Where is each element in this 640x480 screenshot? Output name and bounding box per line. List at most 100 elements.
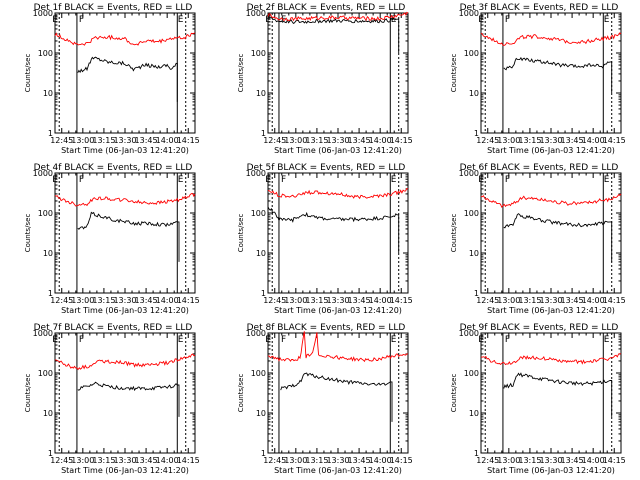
y-tick-label: 1 <box>474 129 479 138</box>
plot-frame <box>267 332 409 454</box>
x-tick-label: 13:30 <box>113 136 136 145</box>
x-tick-label: 14:00 <box>582 456 605 465</box>
x-tick-label: 12:45 <box>50 136 73 145</box>
interval-flag: E <box>604 15 610 25</box>
y-tick-label: 10 <box>469 89 479 98</box>
interval-flag: E <box>604 175 610 185</box>
plot-frame <box>480 332 622 454</box>
x-tick-label: 14:00 <box>582 296 605 305</box>
x-tick-label: 13:00 <box>284 136 307 145</box>
x-tick-label: 13:45 <box>561 136 584 145</box>
x-tick-label: 12:45 <box>476 456 499 465</box>
interval-flag: E <box>265 15 271 25</box>
x-axis-label: Start Time (06-Jan-03 12:41:20) <box>61 146 189 155</box>
x-tick-label: 13:45 <box>135 296 158 305</box>
interval-flag: E <box>478 15 484 25</box>
chart-title: Det 5f BLACK = Events, RED = LLD <box>247 163 406 173</box>
detector-chart-9: Det 9f BLACK = Events, RED = LLD 1 10 100 10… <box>450 323 626 475</box>
x-tick-label: 13:15 <box>305 136 328 145</box>
series-events-line <box>503 213 613 262</box>
x-tick-label: 14:15 <box>390 456 413 465</box>
y-tick-label: 100 <box>251 369 266 378</box>
x-tick-label: 14:00 <box>156 456 179 465</box>
x-tick-label: 13:00 <box>497 296 520 305</box>
x-tick-label: 13:00 <box>497 136 520 145</box>
interval-flag: F <box>281 335 286 345</box>
x-tick-label: 14:15 <box>390 136 413 145</box>
y-tick-label: 10 <box>43 249 53 258</box>
series-lld-line <box>54 32 196 46</box>
x-tick-label: 13:30 <box>326 136 349 145</box>
plot-frame <box>480 172 622 294</box>
x-tick-label: 13:00 <box>71 296 94 305</box>
detector-chart-2: Det 2f BLACK = Events, RED = LLD 1 10 100 10… <box>237 3 413 155</box>
interval-flag: E <box>391 335 397 345</box>
detector-chart-4: Det 4f BLACK = Events, RED = LLD 1 10 100 10… <box>24 163 200 315</box>
y-tick-label: 100 <box>464 369 479 378</box>
y-tick-label: 1 <box>48 449 53 458</box>
x-tick-label: 13:45 <box>135 136 158 145</box>
detector-panel-2: Det 2f BLACK = Events, RED = LLD 1 10 100 10… <box>213 0 426 160</box>
x-tick-label: 14:00 <box>369 296 392 305</box>
detector-panel-7: Det 7f BLACK = Events, RED = LLD 1 10 100 10… <box>0 320 213 480</box>
y-tick-label: 100 <box>38 209 53 218</box>
y-tick-label: 1000 <box>33 169 53 178</box>
y-tick-label: 1000 <box>459 9 479 18</box>
x-tick-label: 13:45 <box>348 296 371 305</box>
interval-flag: F <box>281 175 286 185</box>
detector-chart-6: Det 6f BLACK = Events, RED = LLD 1 10 100 10… <box>450 163 626 315</box>
series-lld-line <box>480 353 622 366</box>
x-tick-label: 13:15 <box>518 136 541 145</box>
x-tick-label: 14:00 <box>369 136 392 145</box>
series-lld-line <box>267 11 409 22</box>
interval-flag: F <box>79 15 84 25</box>
y-axis-label: Counts/sec <box>24 374 32 413</box>
detector-panel-6: Det 6f BLACK = Events, RED = LLD 1 10 100 10… <box>426 160 639 320</box>
y-tick-label: 1 <box>474 289 479 298</box>
x-axis-label: Start Time (06-Jan-03 12:41:20) <box>487 306 615 315</box>
series-events-line <box>267 206 400 253</box>
plot-frame <box>480 12 622 134</box>
y-tick-label: 100 <box>464 49 479 58</box>
x-tick-label: 12:45 <box>50 456 73 465</box>
x-axis-label: Start Time (06-Jan-03 12:41:20) <box>274 466 402 475</box>
x-tick-label: 13:15 <box>305 456 328 465</box>
y-tick-label: 1000 <box>246 329 266 338</box>
x-axis-label: Start Time (06-Jan-03 12:41:20) <box>487 146 615 155</box>
interval-flag: F <box>505 175 510 185</box>
x-tick-label: 13:45 <box>348 456 371 465</box>
series-lld-line <box>480 193 622 208</box>
x-tick-label: 13:15 <box>518 296 541 305</box>
y-tick-label: 1000 <box>246 169 266 178</box>
plot-frame <box>54 332 196 454</box>
series-events-line <box>267 15 400 53</box>
chart-title: Det 3f BLACK = Events, RED = LLD <box>460 3 619 13</box>
y-tick-label: 1000 <box>246 9 266 18</box>
detector-panel-9: Det 9f BLACK = Events, RED = LLD 1 10 100 10… <box>426 320 639 480</box>
interval-flag: E <box>178 15 184 25</box>
detector-panel-3: Det 3f BLACK = Events, RED = LLD 1 10 100 10… <box>426 0 639 160</box>
y-tick-label: 10 <box>256 89 266 98</box>
x-tick-label: 12:45 <box>476 296 499 305</box>
x-tick-label: 13:00 <box>284 296 307 305</box>
x-tick-label: 12:45 <box>263 296 286 305</box>
x-tick-label: 13:15 <box>92 456 115 465</box>
interval-flag: E <box>391 175 397 185</box>
interval-flag: E <box>478 175 484 185</box>
x-tick-label: 13:30 <box>326 296 349 305</box>
interval-flag: E <box>52 175 58 185</box>
interval-flag: E <box>265 175 271 185</box>
x-tick-label: 12:45 <box>50 296 73 305</box>
detector-panel-5: Det 5f BLACK = Events, RED = LLD 1 10 100 10… <box>213 160 426 320</box>
detector-chart-1: Det 1f BLACK = Events, RED = LLD 1 10 100 10… <box>24 3 200 155</box>
interval-flag: E <box>478 335 484 345</box>
x-tick-label: 14:15 <box>177 296 200 305</box>
x-tick-label: 14:00 <box>156 296 179 305</box>
x-tick-label: 13:30 <box>326 456 349 465</box>
y-axis-label: Counts/sec <box>450 54 458 93</box>
y-tick-label: 10 <box>469 409 479 418</box>
series-events-line <box>280 372 393 422</box>
chart-title: Det 7f BLACK = Events, RED = LLD <box>34 323 193 333</box>
interval-flag: E <box>391 15 397 25</box>
interval-flag: E <box>178 335 184 345</box>
